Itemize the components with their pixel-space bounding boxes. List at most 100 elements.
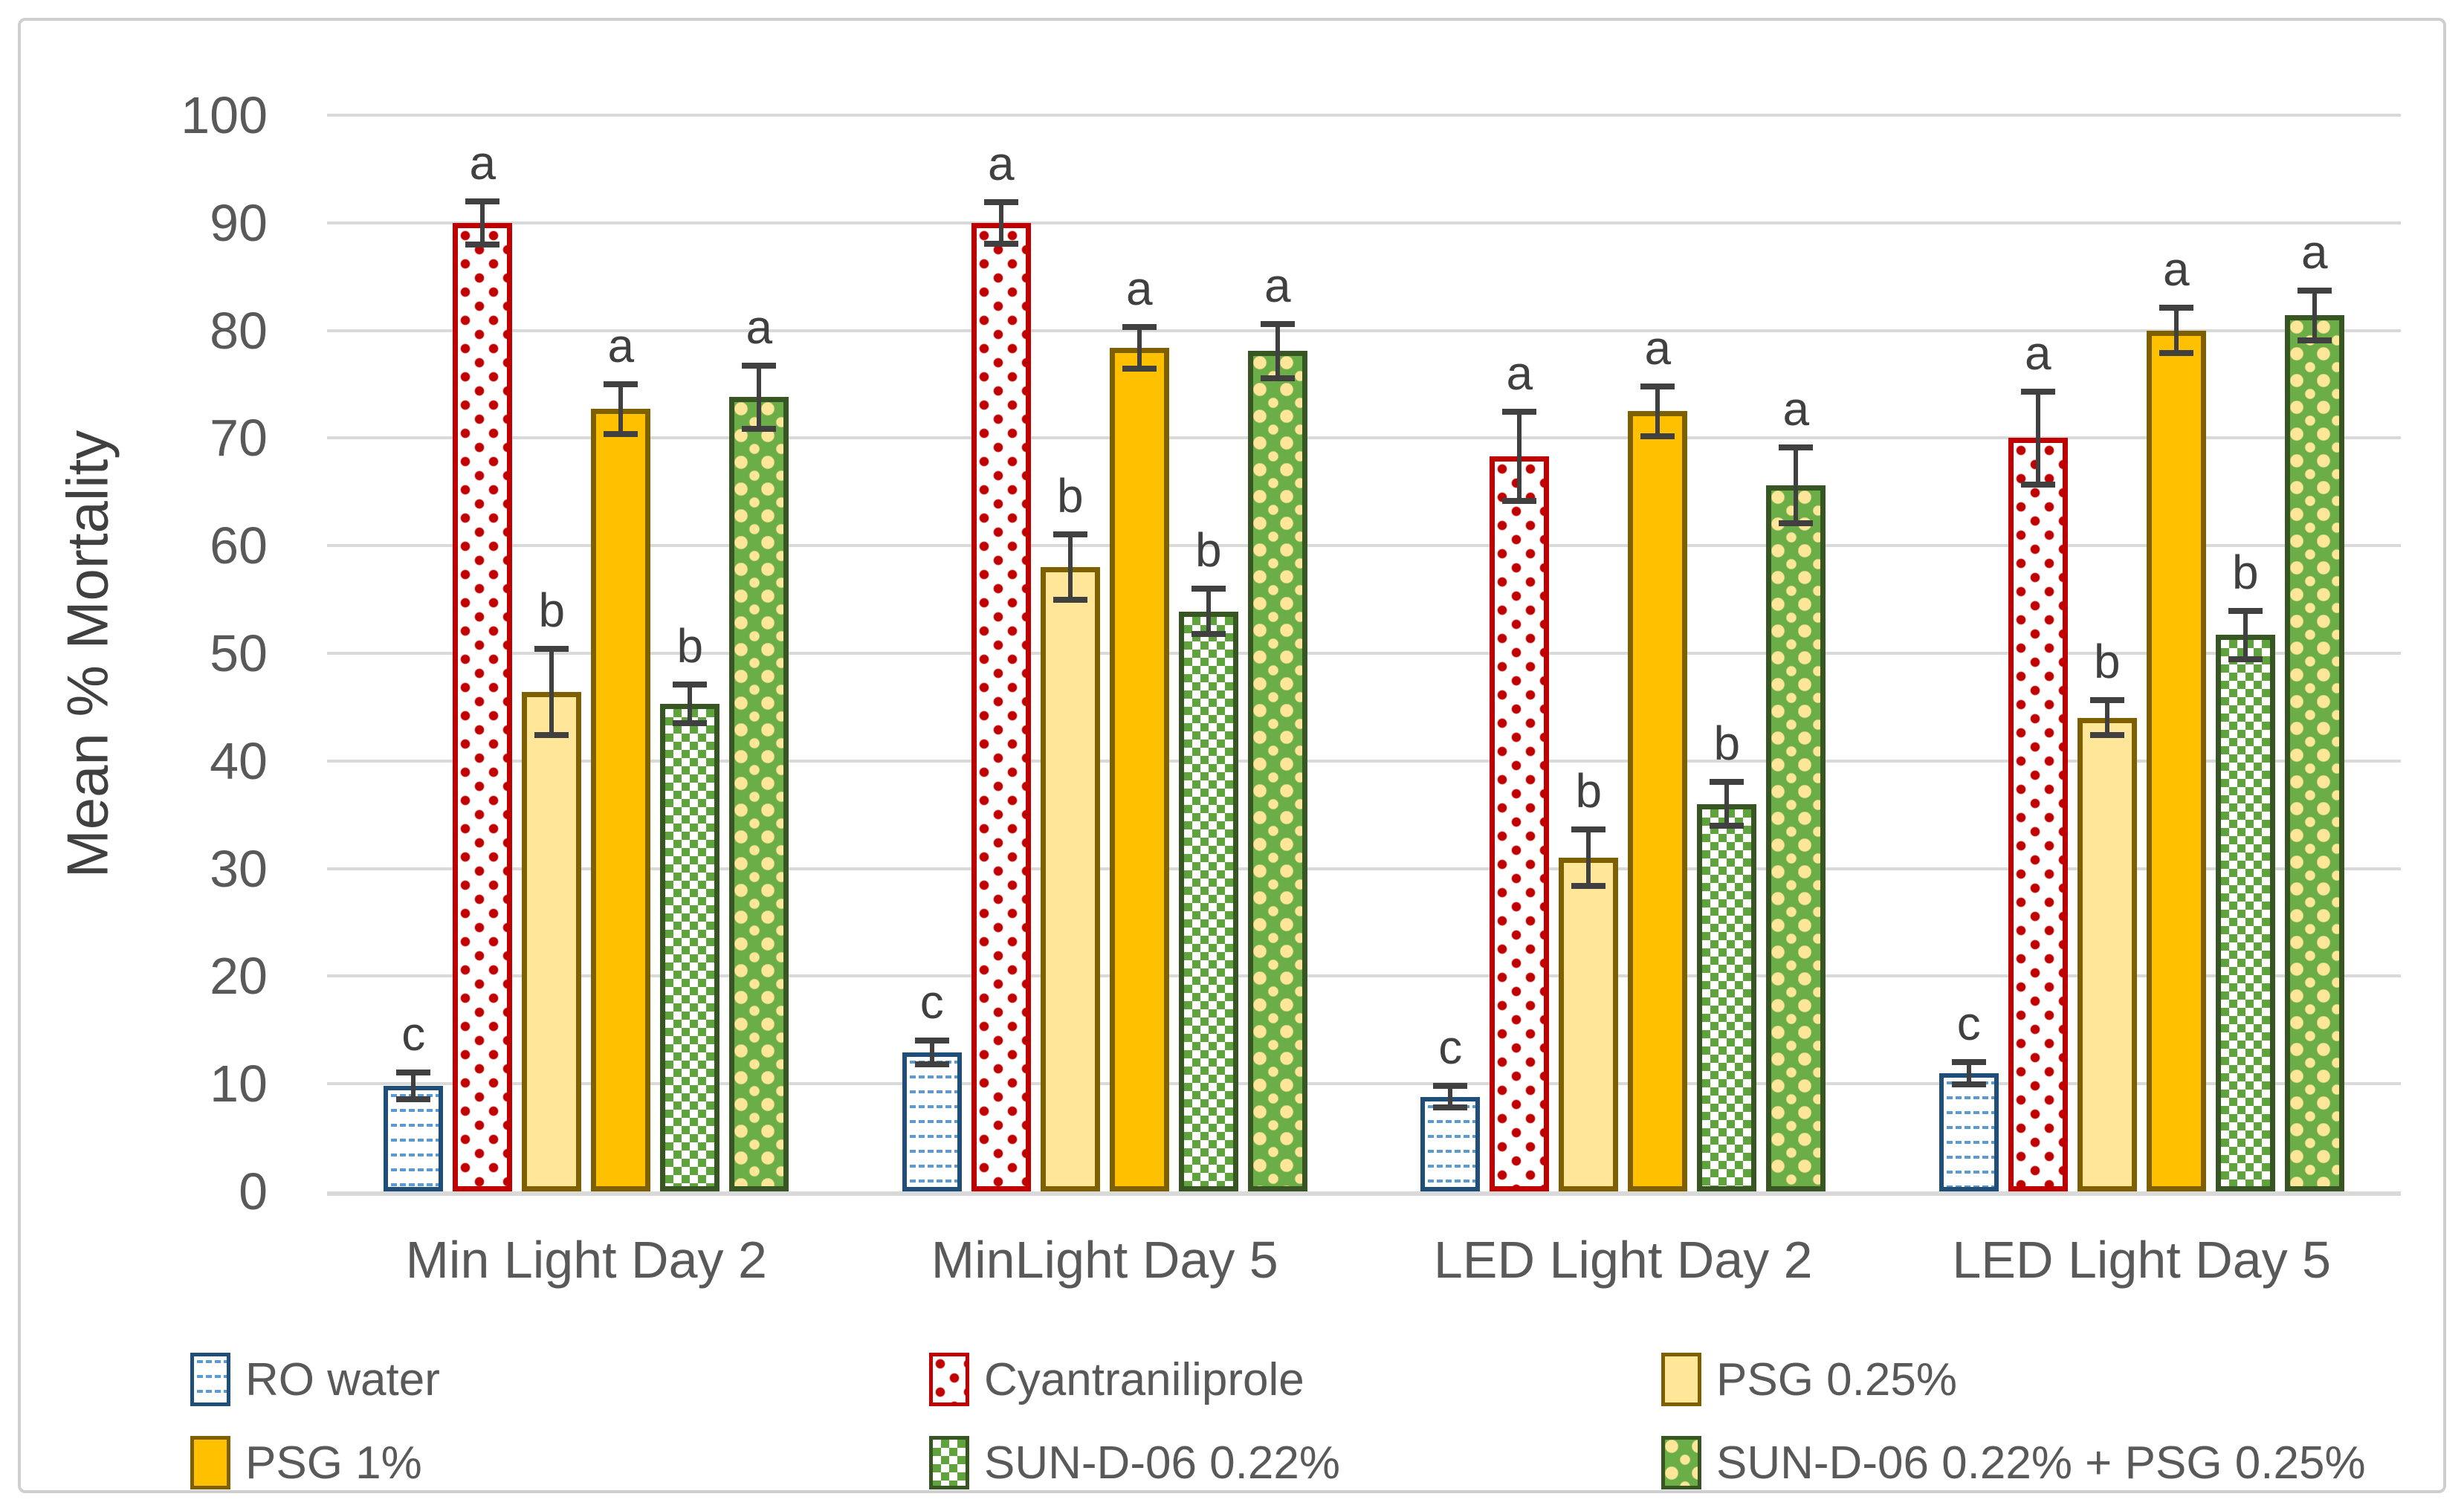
y-tick-label-70: 70	[210, 409, 268, 467]
bar-green-check	[1178, 611, 1238, 1191]
significance-letter: a	[746, 300, 773, 355]
legend-item: RO water	[190, 1353, 440, 1406]
gridline-30	[327, 867, 2401, 870]
bar-yellow-solid	[1559, 858, 1619, 1191]
legend-swatch-icon	[1661, 1353, 1701, 1406]
chart-frame	[18, 18, 2446, 1493]
legend-label: PSG 1%	[245, 1437, 422, 1489]
significance-letter: c	[1438, 1020, 1463, 1074]
y-tick-label-20: 20	[210, 947, 268, 1006]
legend-label: SUN-D-06 0.22%	[984, 1437, 1340, 1489]
plot-area: c a b a b a c a b a b a c a b a b a c a b a b a	[327, 114, 2401, 1196]
legend-label: PSG 0.25%	[1716, 1353, 1957, 1405]
significance-letter: a	[987, 136, 1015, 190]
significance-letter: a	[1264, 258, 1291, 312]
significance-letter: a	[1506, 346, 1533, 401]
legend-swatch-icon	[929, 1353, 969, 1406]
error-bar	[1710, 779, 1744, 829]
error-bar	[396, 1070, 431, 1102]
bar-yellow-solid	[2077, 717, 2137, 1191]
error-bar	[1433, 1082, 1468, 1111]
legend-swatch-icon	[929, 1436, 969, 1489]
bar-green-yellow-check	[1247, 351, 1307, 1191]
significance-letter: c	[401, 1007, 426, 1061]
y-tick-label-60: 60	[210, 517, 268, 575]
error-bar	[2020, 388, 2055, 488]
significance-letter: a	[2162, 242, 2190, 296]
significance-letter: a	[2300, 224, 2328, 279]
error-bar	[1052, 531, 1087, 603]
legend-item: SUN-D-06 0.22%	[929, 1436, 1340, 1489]
significance-letter: a	[469, 135, 497, 190]
error-bar	[1260, 320, 1295, 381]
gridline-100	[327, 114, 2401, 117]
gridline-50	[327, 652, 2401, 655]
bar-orange-solid	[1109, 347, 1169, 1191]
significance-letter: b	[1194, 522, 1222, 577]
y-tick-label-90: 90	[210, 193, 268, 252]
significance-letter: b	[1056, 469, 1084, 523]
y-tick-label-30: 30	[210, 839, 268, 898]
legend-item: PSG 1%	[190, 1436, 422, 1489]
gridline-80	[327, 329, 2401, 332]
gridline-40	[327, 759, 2401, 763]
gridline-70	[327, 436, 2401, 440]
bar-green-check	[2215, 635, 2275, 1191]
bar-red-trefoil	[2008, 438, 2068, 1191]
gridline-20	[327, 974, 2401, 978]
error-bar	[1191, 585, 1226, 638]
x-axis-label: LED Light Day 2	[1433, 1231, 1813, 1289]
bar-red-trefoil	[453, 222, 513, 1191]
significance-letter: b	[676, 618, 704, 673]
bar-blue-wave	[1420, 1096, 1481, 1191]
significance-letter: c	[919, 974, 944, 1029]
gridline-90	[327, 221, 2401, 224]
bar-yellow-solid	[522, 692, 582, 1191]
error-bar	[1951, 1058, 1986, 1087]
bar-orange-solid	[1628, 411, 1688, 1191]
gridline-10	[327, 1082, 2401, 1086]
legend-swatch-icon	[1661, 1436, 1701, 1489]
y-tick-label-80: 80	[210, 301, 268, 360]
error-bar	[742, 363, 777, 432]
significance-letter: b	[538, 583, 566, 637]
error-bar	[465, 198, 500, 248]
error-bar	[914, 1037, 949, 1068]
legend-item: PSG 0.25%	[1661, 1353, 1957, 1406]
error-bar	[673, 681, 708, 727]
error-bar	[1502, 409, 1537, 504]
error-bar	[1571, 826, 1606, 890]
y-tick-label-40: 40	[210, 731, 268, 790]
bar-red-trefoil	[1490, 456, 1550, 1191]
bar-green-check	[1697, 803, 1757, 1191]
legend-item: SUN-D-06 0.22% + PSG 0.25%	[1661, 1436, 2366, 1489]
legend-label: RO water	[245, 1353, 440, 1405]
x-axis-label: Min Light Day 2	[405, 1231, 767, 1289]
error-bar	[1640, 383, 1675, 439]
bar-red-trefoil	[971, 222, 1031, 1191]
legend-label: Cyantraniliprole	[984, 1353, 1304, 1405]
significance-letter: a	[1644, 320, 1672, 375]
significance-letter: b	[2093, 635, 2121, 689]
error-bar	[604, 381, 638, 437]
legend-item: Cyantraniliprole	[929, 1353, 1304, 1406]
error-bar	[2297, 287, 2332, 343]
error-bar	[983, 198, 1018, 247]
bar-blue-wave	[902, 1052, 962, 1191]
significance-letter: b	[1575, 764, 1603, 818]
bar-green-check	[660, 704, 720, 1191]
y-tick-label-10: 10	[210, 1055, 268, 1113]
y-tick-label-0: 0	[239, 1162, 268, 1220]
y-tick-label-100: 100	[181, 86, 268, 144]
bar-green-yellow-check	[729, 397, 789, 1191]
legend-label: SUN-D-06 0.22% + PSG 0.25%	[1716, 1437, 2366, 1489]
significance-letter: c	[1956, 996, 1981, 1050]
error-bar	[2089, 697, 2124, 739]
bar-yellow-solid	[1040, 567, 1100, 1191]
significance-letter: a	[1782, 382, 1810, 436]
bar-blue-wave	[1938, 1072, 1999, 1191]
significance-letter: a	[607, 318, 635, 372]
error-bar	[534, 645, 569, 739]
bar-green-yellow-check	[2284, 315, 2344, 1191]
significance-letter: a	[1125, 261, 1153, 315]
